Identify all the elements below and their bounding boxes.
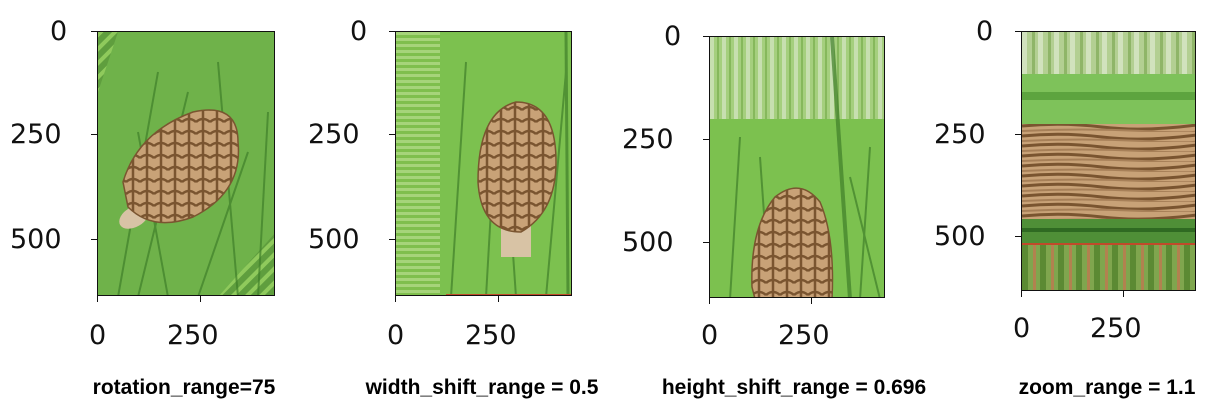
x-tick-mark: [395, 296, 396, 302]
y-tick-mark: [91, 239, 97, 240]
y-tick-label: 250: [10, 119, 62, 150]
x-tick-mark: [200, 296, 201, 302]
y-tick-label: 250: [934, 119, 986, 150]
image-width-shift: [395, 31, 572, 296]
x-tick-label: 250: [465, 320, 517, 351]
x-tick-mark: [97, 296, 98, 302]
caption-zoom: zoom_range = 1.1: [1018, 376, 1196, 399]
x-tick-mark: [1123, 291, 1124, 297]
x-tick-label: 250: [778, 320, 830, 351]
image-zoom: [1021, 31, 1196, 291]
x-tick-mark: [709, 298, 710, 304]
y-tick-label: 0: [976, 16, 994, 47]
y-tick-label: 500: [622, 227, 674, 258]
y-tick-label: 0: [664, 21, 682, 52]
y-tick-mark: [389, 239, 395, 240]
x-tick-label: 0: [1013, 313, 1031, 344]
caption-width-shift: width_shift_range = 0.5: [365, 376, 599, 399]
x-tick-label: 0: [701, 320, 719, 351]
y-tick-mark: [703, 36, 709, 37]
x-tick-label: 250: [167, 320, 219, 351]
caption-height-shift: height_shift_range = 0.696: [661, 376, 927, 399]
x-tick-mark: [811, 298, 812, 304]
y-tick-label: 500: [10, 224, 62, 255]
y-tick-label: 0: [350, 16, 368, 47]
x-tick-label: 250: [1090, 313, 1142, 344]
y-tick-mark: [91, 134, 97, 135]
image-rotation: [97, 31, 275, 296]
y-tick-mark: [1015, 236, 1021, 237]
y-tick-mark: [703, 242, 709, 243]
x-tick-mark: [498, 296, 499, 302]
y-tick-mark: [389, 134, 395, 135]
y-tick-mark: [703, 139, 709, 140]
y-tick-label: 0: [50, 16, 68, 47]
y-tick-mark: [1015, 134, 1021, 135]
x-tick-mark: [1021, 291, 1022, 297]
y-tick-mark: [1015, 31, 1021, 32]
y-tick-mark: [389, 31, 395, 32]
y-tick-label: 250: [308, 119, 360, 150]
y-tick-label: 250: [622, 124, 674, 155]
image-height-shift: [709, 36, 885, 298]
y-tick-label: 500: [308, 224, 360, 255]
caption-rotation: rotation_range=75: [92, 376, 276, 399]
x-tick-label: 0: [89, 320, 107, 351]
y-tick-label: 500: [934, 221, 986, 252]
y-tick-mark: [91, 31, 97, 32]
x-tick-label: 0: [387, 320, 405, 351]
